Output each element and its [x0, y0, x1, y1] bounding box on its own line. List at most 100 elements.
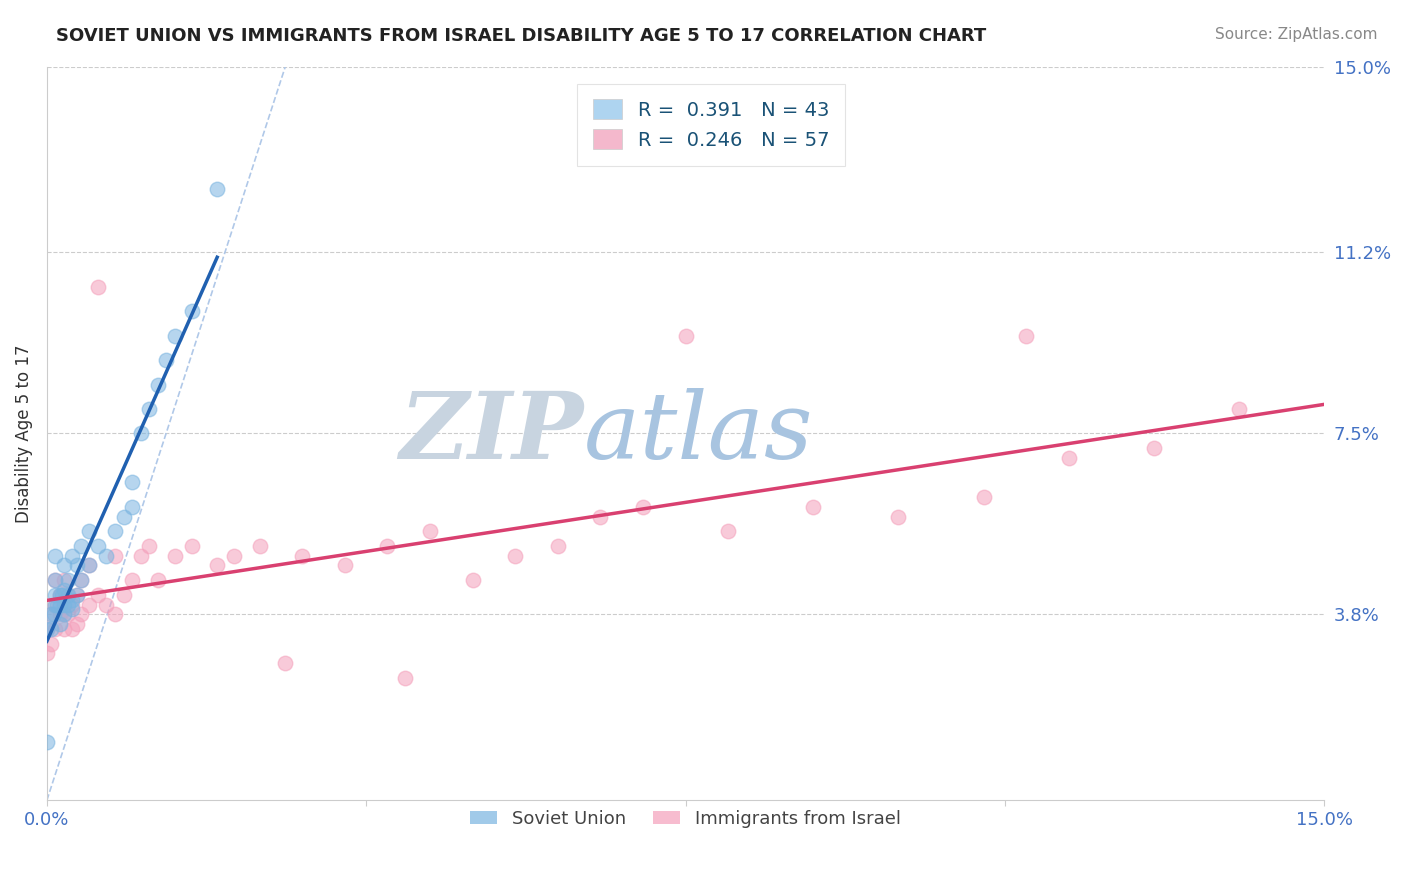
Point	[70, 539, 93, 553]
Point	[104, 524, 127, 539]
Point	[419, 524, 441, 539]
Point	[717, 524, 740, 539]
Point	[42, 607, 65, 622]
Point	[66, 588, 89, 602]
Point	[589, 509, 612, 524]
Point	[104, 607, 127, 622]
Point	[146, 573, 169, 587]
Point	[155, 353, 177, 368]
Point	[62, 622, 84, 636]
Point	[35, 734, 58, 748]
Point	[51, 588, 73, 602]
Point	[66, 617, 89, 632]
Point	[48, 607, 70, 622]
Point	[274, 657, 297, 671]
Point	[62, 602, 84, 616]
Legend: Soviet Union, Immigrants from Israel: Soviet Union, Immigrants from Israel	[463, 803, 908, 835]
Text: atlas: atlas	[583, 388, 813, 478]
Point	[56, 598, 79, 612]
Point	[1227, 401, 1250, 416]
Point	[70, 607, 93, 622]
Point	[56, 607, 79, 622]
Point	[96, 549, 118, 563]
Point	[35, 622, 58, 636]
Point	[503, 549, 526, 563]
Point	[377, 539, 399, 553]
Point	[62, 598, 84, 612]
Point	[44, 588, 66, 602]
Point	[138, 401, 160, 416]
Point	[129, 549, 152, 563]
Point	[39, 607, 62, 622]
Point	[66, 558, 89, 573]
Point	[87, 539, 110, 553]
Point	[1015, 328, 1038, 343]
Point	[52, 573, 75, 587]
Point	[180, 304, 202, 318]
Point	[973, 490, 995, 504]
Point	[138, 539, 160, 553]
Point	[56, 588, 79, 602]
Point	[44, 549, 66, 563]
Point	[121, 475, 143, 490]
Point	[129, 426, 152, 441]
Point	[35, 622, 58, 636]
Point	[801, 500, 824, 514]
Point	[52, 582, 75, 597]
Point	[52, 607, 75, 622]
Y-axis label: Disability Age 5 to 17: Disability Age 5 to 17	[15, 344, 32, 523]
Point	[163, 328, 186, 343]
Point	[394, 671, 416, 685]
Point	[48, 617, 70, 632]
Point	[104, 549, 127, 563]
Point	[333, 558, 356, 573]
Point	[79, 558, 101, 573]
Point	[112, 509, 135, 524]
Point	[180, 539, 202, 553]
Point	[631, 500, 654, 514]
Point	[46, 598, 69, 612]
Point	[112, 588, 135, 602]
Point	[48, 588, 70, 602]
Text: SOVIET UNION VS IMMIGRANTS FROM ISRAEL DISABILITY AGE 5 TO 17 CORRELATION CHART: SOVIET UNION VS IMMIGRANTS FROM ISRAEL D…	[56, 27, 987, 45]
Point	[146, 377, 169, 392]
Point	[39, 607, 62, 622]
Point	[39, 622, 62, 636]
Point	[44, 598, 66, 612]
Point	[547, 539, 569, 553]
Point	[70, 573, 93, 587]
Point	[56, 573, 79, 587]
Text: ZIP: ZIP	[399, 388, 583, 478]
Point	[44, 598, 66, 612]
Point	[35, 647, 58, 661]
Point	[224, 549, 246, 563]
Point	[44, 573, 66, 587]
Point	[52, 558, 75, 573]
Point	[44, 622, 66, 636]
Point	[87, 588, 110, 602]
Point	[121, 500, 143, 514]
Point	[48, 598, 70, 612]
Point	[44, 573, 66, 587]
Text: Source: ZipAtlas.com: Source: ZipAtlas.com	[1215, 27, 1378, 42]
Point	[291, 549, 314, 563]
Point	[52, 607, 75, 622]
Point	[249, 539, 271, 553]
Point	[205, 182, 228, 196]
Point	[79, 524, 101, 539]
Point	[121, 573, 143, 587]
Point	[205, 558, 228, 573]
Point	[1143, 441, 1166, 455]
Point	[52, 622, 75, 636]
Point	[461, 573, 484, 587]
Point	[48, 588, 70, 602]
Point	[70, 573, 93, 587]
Point	[79, 558, 101, 573]
Point	[62, 549, 84, 563]
Point	[66, 588, 89, 602]
Point	[87, 279, 110, 293]
Point	[1057, 450, 1080, 465]
Point	[79, 598, 101, 612]
Point	[163, 549, 186, 563]
Point	[96, 598, 118, 612]
